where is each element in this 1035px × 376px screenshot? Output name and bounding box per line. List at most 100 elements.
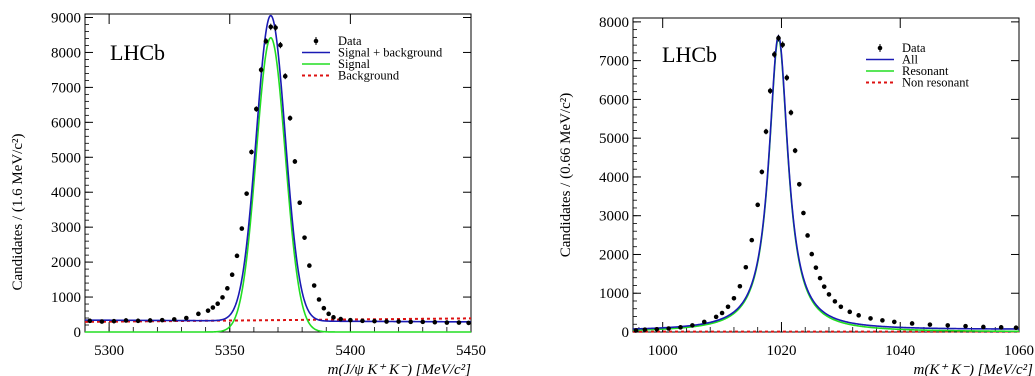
right-data-point: [796, 181, 802, 187]
left-data-point: [229, 272, 235, 277]
left-data-point: [99, 319, 105, 324]
right-axes: 0 1000 2000 3000 4000 5000 6000 7000 8000 1000 102…: [599, 15, 1034, 359]
left-legend-label: Signal + background: [338, 46, 443, 60]
right-data-point: [776, 34, 781, 42]
left-y-tick-label: 9000: [51, 10, 81, 26]
left-data-point: [225, 286, 230, 291]
left-data-point: [282, 73, 288, 80]
left-data-point: [268, 23, 274, 31]
right-data-point: [743, 264, 749, 270]
right-x-axis-title: m(K⁺ K⁻) [MeV/c²]: [914, 362, 1034, 376]
right-data-point: [737, 283, 743, 289]
right-y-tick-label: 5000: [599, 131, 629, 147]
left-y-tick-label: 6000: [51, 115, 81, 131]
right-curve-all: [632, 34, 1019, 330]
left-data-point: [297, 200, 303, 206]
right-data-point: [1013, 325, 1019, 331]
right-data-point: [713, 314, 719, 320]
left-data-point: [273, 24, 278, 31]
right-data-point: [719, 310, 725, 316]
left-y-tick-label: 8000: [51, 45, 81, 61]
left-data-point: [147, 318, 153, 323]
left-data-point: [220, 295, 225, 300]
right-fit-curves: [632, 34, 1020, 333]
right-data-point: [654, 326, 660, 332]
left-data-point: [338, 316, 344, 322]
left-legend-item: Data: [313, 34, 362, 48]
left-legend-label: Background: [338, 69, 400, 83]
right-x-tick-label: 1000: [648, 343, 678, 359]
left-data-point: [244, 191, 249, 196]
left-data-point: [159, 317, 165, 323]
left-data-point: [396, 319, 401, 324]
right-data-point: [927, 322, 933, 327]
left-data-point: [258, 66, 264, 73]
left-x-axis-title: m(J/ψ K⁺ K⁻) [MeV/c²]: [328, 362, 472, 376]
left-data-point: [123, 318, 129, 323]
right-y-tick-label: 2000: [599, 247, 629, 263]
right-data-point: [963, 323, 968, 329]
right-data-point: [813, 265, 819, 270]
left-data-point: [444, 320, 450, 325]
right-curve-resonant: [632, 36, 1019, 333]
left-x-tick-label: 5300: [94, 343, 124, 359]
right-y-tick-label: 7000: [599, 54, 629, 70]
left-data-point: [408, 319, 413, 325]
right-lhcb-label: LHCb: [662, 42, 717, 67]
right-data-point: [701, 319, 707, 325]
left-data-point: [278, 41, 283, 49]
right-data-point: [856, 313, 861, 318]
left-data-point: [171, 317, 177, 322]
right-data-point: [725, 304, 731, 310]
right-y-tick-label: 3000: [599, 209, 629, 225]
right-data-point: [666, 326, 671, 331]
left-data-point: [466, 320, 471, 326]
left-curve-background: [84, 317, 472, 323]
right-data-point: [731, 295, 737, 301]
left-x-tick-label: 5400: [335, 343, 365, 359]
right-data-point: [749, 237, 755, 243]
right-data-point: [678, 325, 683, 330]
left-data-point: [239, 226, 245, 231]
left-y-tick-label: 3000: [51, 220, 81, 236]
right-data-point: [792, 147, 798, 154]
left-data-point: [432, 319, 438, 325]
right-data-point: [690, 323, 695, 328]
right-legend-item: Data: [877, 41, 926, 55]
left-data-point: [307, 263, 312, 268]
right-data-point: [809, 251, 815, 257]
right-data-point: [767, 87, 773, 94]
right-legend-item: All: [866, 53, 919, 67]
right-data-point: [788, 109, 794, 116]
right-data-point: [759, 169, 765, 175]
right-data-point: [891, 319, 897, 325]
right-data-point: [945, 323, 951, 328]
left-curve-signal: [85, 36, 471, 333]
right-data-point: [780, 41, 785, 49]
right-data-point: [826, 292, 832, 297]
left-data-point: [360, 318, 365, 324]
right-data-point: [868, 316, 873, 321]
left-data-point: [316, 297, 322, 302]
left-legend-item: Background: [302, 69, 400, 83]
right-data-point: [642, 327, 648, 332]
left-data-point: [292, 159, 298, 164]
right-data-point: [832, 299, 838, 304]
right-y-tick-label: 6000: [599, 92, 629, 108]
right-data-point: [801, 210, 806, 216]
right-data-point: [880, 318, 885, 323]
right-legend-item: Resonant: [866, 64, 949, 78]
left-data-point: [263, 38, 269, 45]
left-data-points: [87, 23, 471, 326]
left-lhcb-label: LHCb: [110, 40, 165, 65]
left-y-tick-label: 0: [74, 325, 82, 341]
right-data-points: [633, 34, 1019, 333]
right-x-tick-label: 1040: [885, 343, 915, 359]
right-data-point: [847, 309, 853, 315]
right-y-tick-label: 8000: [599, 15, 629, 31]
left-data-point: [135, 318, 141, 324]
left-data-point: [420, 319, 426, 325]
right-panel: 0 1000 2000 3000 4000 5000 6000 7000 8000 1000 102…: [558, 15, 1034, 376]
left-legend-item: Signal: [302, 57, 370, 71]
